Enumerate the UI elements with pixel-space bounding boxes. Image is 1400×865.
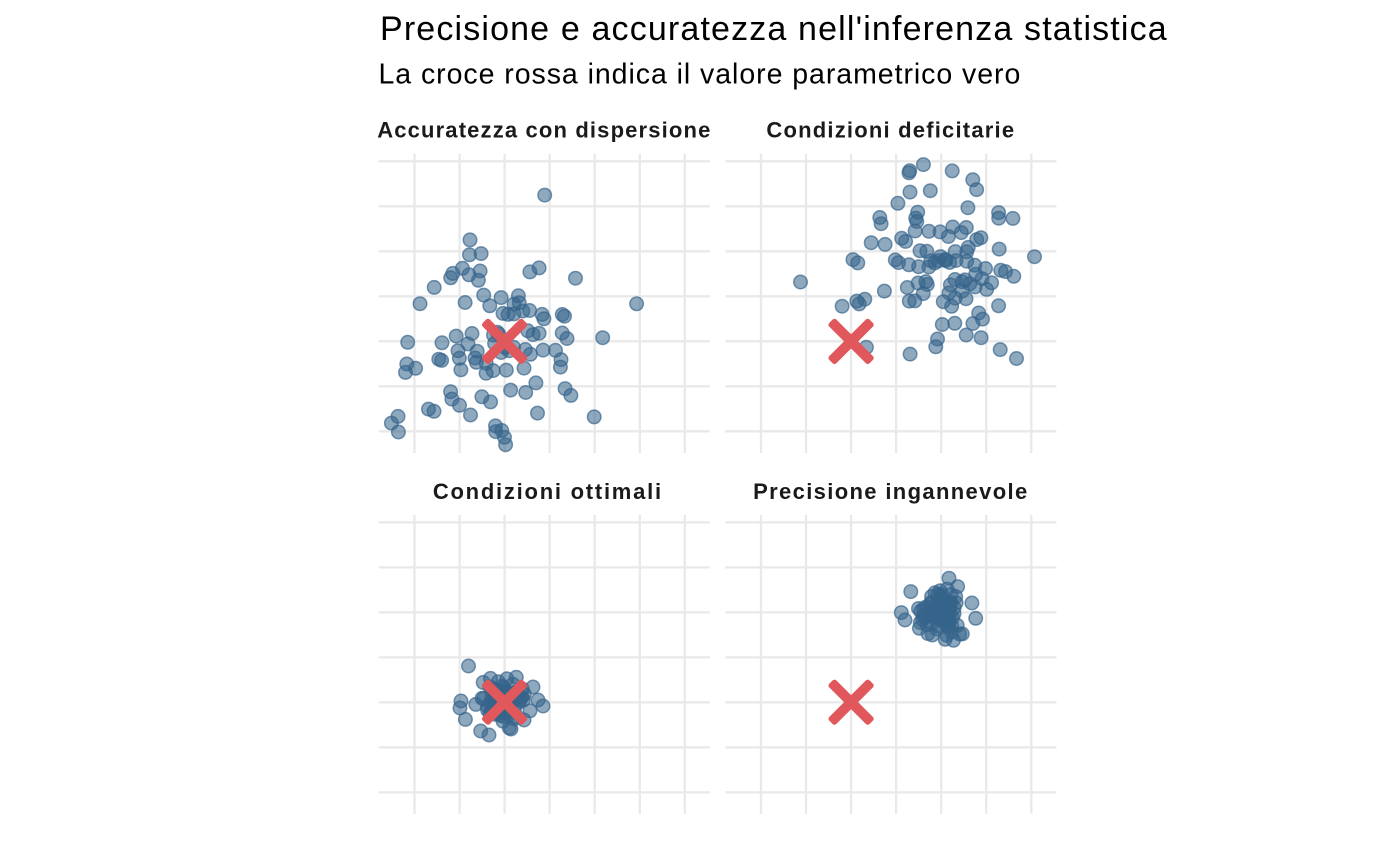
svg-text:La croce rossa indica il valor: La croce rossa indica il valore parametr… — [379, 59, 1022, 91]
svg-text:Accuratezza con dispersione: Accuratezza con dispersione — [377, 118, 711, 143]
svg-text:Condizioni ottimali: Condizioni ottimali — [433, 479, 663, 504]
svg-text:Precisione ingannevole: Precisione ingannevole — [753, 479, 1028, 504]
svg-text:Condizioni deficitarie: Condizioni deficitarie — [766, 118, 1015, 143]
svg-text:Precisione e accuratezza nell': Precisione e accuratezza nell'inferenza … — [380, 10, 1168, 48]
